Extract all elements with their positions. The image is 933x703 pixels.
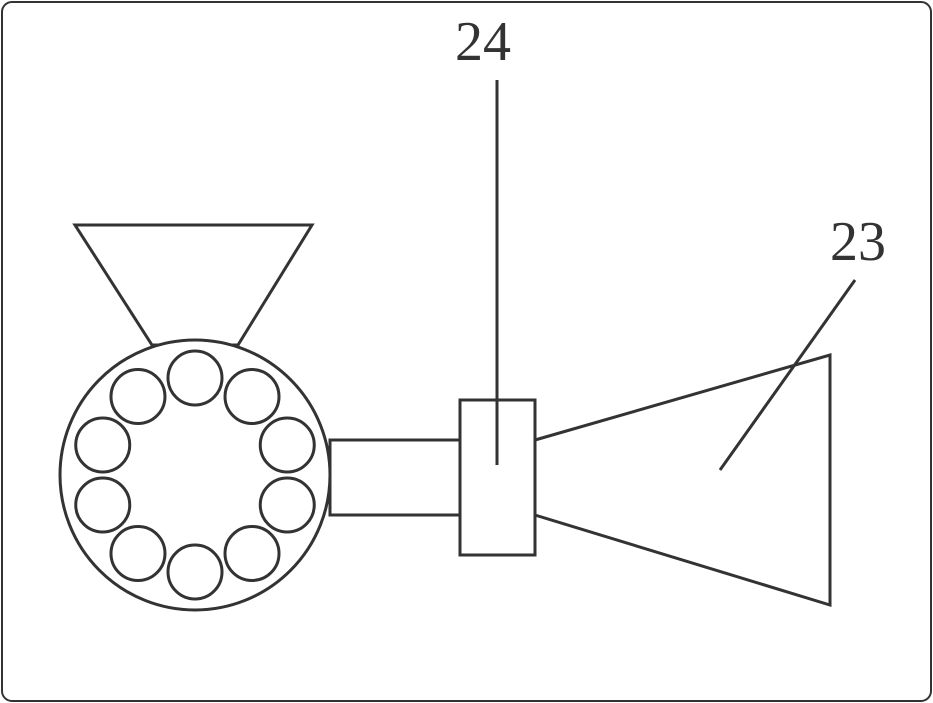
diagram-svg (0, 0, 933, 703)
label-24: 24 (455, 10, 511, 74)
label-23: 23 (830, 210, 886, 274)
